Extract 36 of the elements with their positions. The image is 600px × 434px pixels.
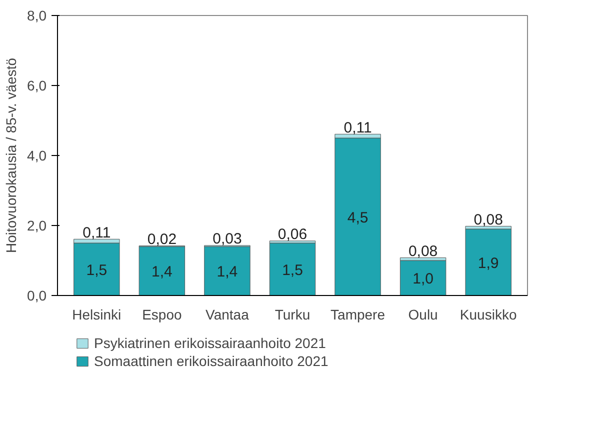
legend-label: Somaattinen erikoissairaanhoito 2021 <box>94 353 328 369</box>
y-tick-label: 2,0 <box>27 218 47 234</box>
data-label: 1,4 <box>216 264 238 280</box>
data-label: 0,02 <box>147 231 177 248</box>
data-label: 4,5 <box>347 209 368 226</box>
data-label: 0,06 <box>278 226 308 244</box>
x-tick-label: Vantaa <box>206 306 250 322</box>
bar <box>74 242 120 296</box>
x-tick-label: Turku <box>274 306 310 322</box>
data-label: 1,0 <box>412 270 434 288</box>
bar <box>138 246 186 296</box>
data-label: 0,03 <box>212 230 242 248</box>
data-label: 0,11 <box>82 224 111 242</box>
data-label: 1,5 <box>86 262 108 279</box>
bar <box>465 228 512 296</box>
legend-label: Psykiatrinen erikoissairaanhoito 2021 <box>94 335 326 351</box>
x-tick-label: Helsinki <box>72 306 122 322</box>
data-label: 0,08 <box>408 242 438 260</box>
y-tick-label: 8,0 <box>27 8 47 24</box>
data-label: 1,9 <box>478 254 499 272</box>
y-tick-label: 6,0 <box>27 78 47 94</box>
bar <box>269 242 316 296</box>
data-label: 1,4 <box>152 264 172 280</box>
data-label: 1,5 <box>282 262 303 279</box>
y-tick-label: 0,0 <box>27 288 47 304</box>
x-tick-label: Kuusikko <box>460 306 517 322</box>
y-axis-title: Hoitovuorokausia / 85-v. väestö <box>3 58 20 254</box>
bar <box>400 260 446 296</box>
y-tick-label: 4,0 <box>27 148 47 164</box>
x-tick-label: Oulu <box>408 306 438 322</box>
data-label: 0,11 <box>344 119 372 136</box>
data-label: 0,08 <box>474 211 503 228</box>
x-tick-label: Tampere <box>330 306 386 322</box>
x-tick-label: Espoo <box>142 306 182 322</box>
bar <box>204 246 250 296</box>
bar <box>334 138 381 296</box>
